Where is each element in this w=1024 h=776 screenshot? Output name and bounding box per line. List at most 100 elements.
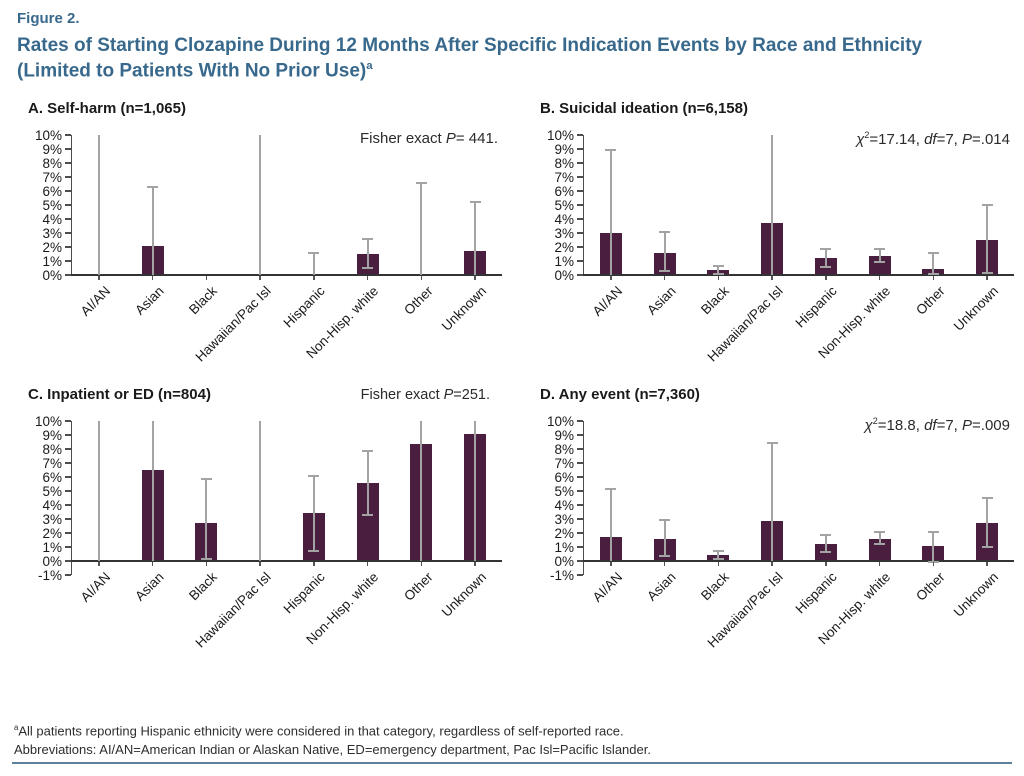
error-bar-top-cap	[874, 531, 886, 534]
error-bar-top-cap	[820, 248, 832, 251]
y-axis-line	[582, 135, 584, 275]
x-axis-tick	[610, 562, 612, 566]
x-axis-category-label: Hispanic	[792, 569, 840, 617]
x-axis-category-label: Other	[400, 283, 436, 318]
figure-title: Rates of Starting Clozapine During 12 Mo…	[17, 34, 1012, 84]
y-axis-tick-label: 2%	[42, 240, 62, 255]
error-bar-line	[151, 186, 154, 275]
y-axis-tick	[577, 148, 583, 150]
y-axis-tick	[65, 574, 71, 576]
x-axis-tick	[986, 276, 988, 280]
y-axis-tick	[577, 218, 583, 220]
error-bar-top-cap	[766, 442, 778, 445]
error-bar-bottom-cap	[712, 557, 724, 560]
x-axis-tick	[474, 276, 476, 280]
x-axis-category-label: Unknown	[950, 569, 1002, 620]
y-axis-tick	[65, 176, 71, 178]
footnote-abbreviations: Abbreviations: AI/AN=American Indian or …	[14, 743, 651, 756]
error-bar-top-cap	[927, 530, 939, 533]
error-bar-line	[717, 551, 720, 559]
plot-area: AI/AN Asian Black Hawaiian/Pac Isl Hispanic N…	[582, 130, 1014, 364]
y-axis-tick	[65, 476, 71, 478]
y-axis-tick	[577, 490, 583, 492]
y-axis-tick	[65, 462, 71, 464]
x-axis-category-label: Unknown	[438, 283, 490, 334]
panel-b-suicidal-ideation: B. Suicidal ideation (n=6,158) 10% 9% 8% 7%…	[540, 100, 1018, 364]
y-axis-tick	[65, 532, 71, 534]
panel-c-header: C. Inpatient or ED (n=804) Fisher exact …	[28, 386, 490, 408]
error-bar-line	[878, 532, 881, 545]
x-axis-tick	[663, 276, 666, 280]
panel-b-title: B. Suicidal ideation (n=6,158)	[540, 100, 748, 117]
y-axis-tick	[65, 260, 71, 262]
error-bar-line	[663, 231, 666, 271]
error-bar-line	[474, 421, 477, 561]
stats-text-segment: =.009	[972, 417, 1010, 434]
y-axis-tick	[577, 504, 583, 506]
x-axis-tick	[932, 276, 935, 280]
panel-d-title: D. Any event (n=7,360)	[540, 386, 700, 403]
error-bar-line	[824, 535, 827, 552]
error-bar-bottom-cap	[659, 269, 671, 272]
panel-stats-annotation: χ2=17.14, df=7, P=.014	[856, 130, 1010, 148]
error-bar-line	[986, 205, 989, 273]
error-bar-top-cap	[308, 251, 320, 254]
x-axis-tick	[259, 562, 261, 566]
x-axis-tick	[205, 276, 208, 280]
y-axis-tick	[577, 190, 583, 192]
y-axis-tick	[65, 148, 71, 150]
y-axis-tick	[65, 448, 71, 450]
y-axis-tick-label: 1%	[42, 540, 62, 555]
stats-text-segment: P	[962, 417, 973, 434]
x-axis-line	[70, 274, 502, 276]
y-axis-tick	[65, 504, 71, 506]
error-bar-bottom-cap	[981, 271, 993, 274]
error-bar-top-cap	[927, 251, 939, 254]
stats-text-segment: P	[445, 130, 456, 147]
x-axis-tick	[474, 562, 476, 566]
panel-a-plot: 10% 9% 8% 7% 6% 5% 4% 3% 2% 1% 0% AI/AN Asian Black Ha…	[28, 129, 506, 364]
y-axis-tick	[65, 274, 71, 276]
figure-title-line2: (Limited to Patients With No Prior Use)	[17, 60, 367, 82]
x-axis-category-label: Asian	[132, 569, 167, 604]
y-axis-tick	[65, 490, 71, 492]
x-axis-tick	[717, 562, 720, 566]
x-axis-category-label: AI/AN	[589, 569, 625, 605]
panel-c-stats: Fisher exact P=251.	[361, 387, 490, 403]
x-axis-tick	[878, 562, 881, 566]
y-axis-tick	[65, 246, 71, 248]
y-axis-tick-label: 7%	[554, 170, 574, 185]
y-axis-tick-label: 6%	[42, 184, 62, 199]
y-axis-tick	[577, 574, 583, 576]
x-axis-line	[70, 560, 502, 562]
panel-c-title: C. Inpatient or ED (n=804)	[28, 386, 211, 403]
stats-text-segment: = 441.	[455, 130, 498, 147]
y-axis-tick	[577, 532, 583, 534]
footnote-note: aAll patients reporting Hispanic ethnici…	[14, 724, 624, 738]
y-axis-tick-label: 0%	[554, 554, 574, 569]
stats-text-segment: =7,	[936, 131, 963, 148]
error-bar-line	[824, 249, 827, 268]
error-bar-line	[151, 421, 154, 561]
error-bar-top-cap	[605, 149, 617, 152]
error-bar-top-cap	[712, 264, 724, 267]
y-axis-tick	[577, 420, 583, 422]
error-bar-top-cap	[308, 474, 320, 477]
x-axis-tick	[932, 562, 935, 566]
error-bar-top-cap	[605, 487, 617, 490]
x-axis-tick	[825, 562, 827, 566]
y-axis-tick	[65, 134, 71, 136]
y-axis-tick-label: 1%	[554, 254, 574, 269]
error-bar-line	[932, 531, 935, 563]
stats-text-segment: df	[924, 417, 937, 434]
stats-text-segment: P	[443, 387, 454, 403]
y-axis-tick-label: 4%	[554, 212, 574, 227]
y-axis-tick-label: 8%	[554, 156, 574, 171]
error-bar-line	[366, 451, 369, 515]
y-axis-tick-label: -1%	[37, 568, 62, 583]
y-axis-line	[70, 135, 72, 275]
y-axis-tick	[65, 434, 71, 436]
panel-a-self-harm: A. Self-harm (n=1,065) 10% 9% 8% 7% 6% 5% 4% 3%…	[28, 100, 506, 364]
x-axis-category-label: AI/AN	[77, 283, 113, 319]
error-bar-line	[771, 443, 774, 561]
